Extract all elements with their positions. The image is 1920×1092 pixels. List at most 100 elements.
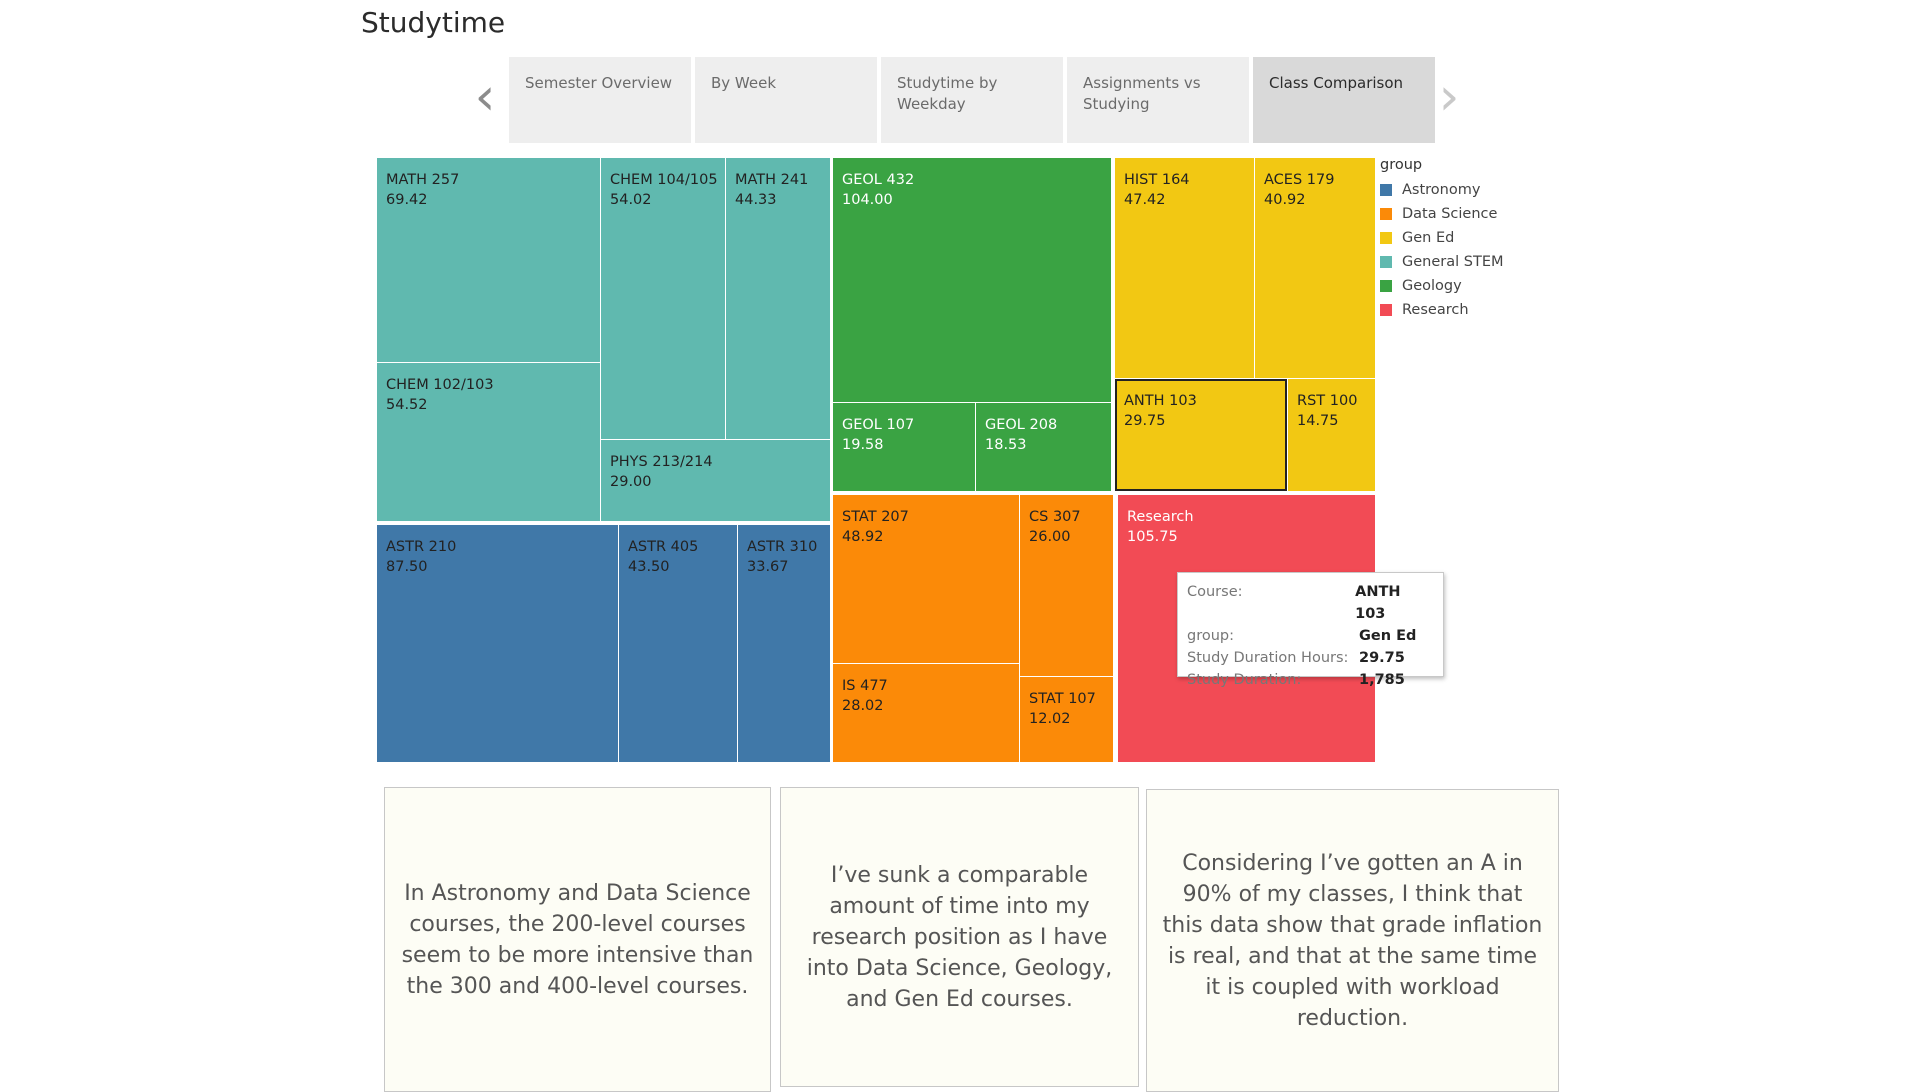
- legend-swatch: [1380, 232, 1392, 244]
- tile-value-label: 14.75: [1297, 413, 1339, 429]
- tooltip-key: group:: [1187, 628, 1234, 644]
- tile-course-label: ASTR 405: [628, 539, 699, 555]
- tile-value-label: 104.00: [842, 192, 893, 208]
- tile-course-label: GEOL 432: [842, 172, 915, 188]
- legend-label: Geology: [1402, 278, 1462, 294]
- tile-course-label: IS 477: [842, 678, 888, 694]
- legend-item[interactable]: Geology: [1380, 274, 1504, 298]
- tile-value-label: 105.75: [1127, 529, 1178, 545]
- legend-item[interactable]: Research: [1380, 298, 1504, 322]
- note-card-3: Considering I’ve gotten an A in 90% of m…: [1146, 789, 1559, 1092]
- legend-item[interactable]: General STEM: [1380, 250, 1504, 274]
- chevron-right-icon[interactable]: ›: [1438, 67, 1460, 127]
- tile-course-label: ANTH 103: [1124, 393, 1197, 409]
- legend-swatch: [1380, 256, 1392, 268]
- treemap-tile[interactable]: CHEM 102/103 54.52: [377, 363, 600, 521]
- tile-course-label: STAT 207: [842, 509, 909, 525]
- tile-course-label: CS 307: [1029, 509, 1081, 525]
- tile-course-label: GEOL 208: [985, 417, 1058, 433]
- tile-value-label: 29.00: [610, 474, 652, 490]
- tile-value-label: 29.75: [1124, 413, 1166, 429]
- legend-item[interactable]: Astronomy: [1380, 178, 1504, 202]
- legend-label: Data Science: [1402, 206, 1498, 222]
- tile-course-label: PHYS 213/214: [610, 454, 713, 470]
- tile-value-label: 26.00: [1029, 529, 1071, 545]
- tooltip-value: 29.75: [1359, 650, 1405, 666]
- tile-course-label: CHEM 102/103: [386, 377, 494, 393]
- tile-value-label: 48.92: [842, 529, 884, 545]
- tile-course-label: ACES 179: [1264, 172, 1335, 188]
- tooltip-value: ANTH 103: [1355, 584, 1401, 622]
- tile-course-label: HIST 164: [1124, 172, 1190, 188]
- tile-course-label: RST 100: [1297, 393, 1358, 409]
- tab-4[interactable]: Class Comparison: [1253, 57, 1435, 143]
- treemap-tile[interactable]: STAT 107 12.02: [1020, 677, 1113, 762]
- legend-item[interactable]: Gen Ed: [1380, 226, 1504, 250]
- treemap-tile[interactable]: RST 100 14.75: [1288, 379, 1375, 491]
- note-text: In Astronomy and Data Science courses, t…: [401, 880, 754, 999]
- tooltip-key: Study Duration Hours:: [1187, 650, 1349, 666]
- tooltip-row: group: Gen Ed: [1187, 625, 1434, 647]
- legend: group Astronomy Data Science Gen Ed General…: [1380, 157, 1504, 322]
- chevron-left-icon[interactable]: ‹: [474, 67, 496, 127]
- note-card-2: I’ve sunk a comparable amount of time in…: [780, 787, 1139, 1087]
- tile-value-label: 87.50: [386, 559, 428, 575]
- tile-value-label: 47.42: [1124, 192, 1166, 208]
- treemap-tile[interactable]: MATH 257 69.42: [377, 158, 600, 362]
- page-title: Studytime: [361, 6, 506, 39]
- tab-2[interactable]: Studytime by Weekday: [881, 57, 1063, 143]
- note-card-1: In Astronomy and Data Science courses, t…: [384, 787, 771, 1092]
- tooltip-row: Course: ANTH 103: [1187, 581, 1434, 625]
- tile-course-label: MATH 257: [386, 172, 460, 188]
- legend-swatch: [1380, 184, 1392, 196]
- tile-value-label: 12.02: [1029, 711, 1071, 727]
- legend-label: General STEM: [1402, 254, 1504, 270]
- tile-course-label: ASTR 210: [386, 539, 457, 555]
- treemap-tile[interactable]: CHEM 104/105 54.02: [601, 158, 725, 439]
- tab-3[interactable]: Assignments vs Studying: [1067, 57, 1249, 143]
- note-text: I’ve sunk a comparable amount of time in…: [806, 862, 1113, 1012]
- tooltip-value: Gen Ed: [1359, 628, 1417, 644]
- tile-value-label: 54.52: [386, 397, 428, 413]
- note-text: Considering I’ve gotten an A in 90% of m…: [1162, 850, 1543, 1031]
- legend-swatch: [1380, 208, 1392, 220]
- tab-1[interactable]: By Week: [695, 57, 877, 143]
- treemap-tile[interactable]: GEOL 208 18.53: [976, 403, 1111, 491]
- tile-value-label: 33.67: [747, 559, 789, 575]
- treemap-tile[interactable]: ASTR 310 33.67: [738, 525, 830, 762]
- treemap-tile[interactable]: PHYS 213/214 29.00: [601, 440, 830, 521]
- tooltip-key: Study Duration:: [1187, 672, 1302, 688]
- legend-label: Gen Ed: [1402, 230, 1455, 246]
- treemap-tile[interactable]: HIST 164 47.42: [1115, 158, 1254, 378]
- tile-course-label: Research: [1127, 509, 1194, 525]
- treemap-tile[interactable]: GEOL 432 104.00: [833, 158, 1111, 402]
- tooltip-row: Study Duration Hours: 29.75: [1187, 647, 1434, 669]
- tooltip-row: Study Duration: 1,785: [1187, 669, 1434, 691]
- tile-value-label: 19.58: [842, 437, 884, 453]
- legend-item[interactable]: Data Science: [1380, 202, 1504, 226]
- treemap-tile[interactable]: ASTR 210 87.50: [377, 525, 618, 762]
- legend-label: Astronomy: [1402, 182, 1481, 198]
- treemap-tile[interactable]: ANTH 103 29.75: [1115, 379, 1287, 491]
- tile-value-label: 69.42: [386, 192, 428, 208]
- tile-value-label: 18.53: [985, 437, 1027, 453]
- treemap-tile[interactable]: ACES 179 40.92: [1255, 158, 1375, 378]
- tile-course-label: ASTR 310: [747, 539, 818, 555]
- tile-value-label: 54.02: [610, 192, 652, 208]
- tile-value-label: 40.92: [1264, 192, 1306, 208]
- legend-swatch: [1380, 304, 1392, 316]
- tile-value-label: 44.33: [735, 192, 777, 208]
- treemap-tile[interactable]: IS 477 28.02: [833, 664, 1019, 762]
- tile-course-label: GEOL 107: [842, 417, 915, 433]
- treemap-tile[interactable]: ASTR 405 43.50: [619, 525, 737, 762]
- legend-label: Research: [1402, 302, 1469, 318]
- tile-course-label: MATH 241: [735, 172, 809, 188]
- treemap-tile[interactable]: STAT 207 48.92: [833, 495, 1019, 663]
- treemap-tile[interactable]: GEOL 107 19.58: [833, 403, 975, 491]
- tile-course-label: CHEM 104/105: [610, 172, 718, 188]
- legend-swatch: [1380, 280, 1392, 292]
- treemap-tile[interactable]: CS 307 26.00: [1020, 495, 1113, 676]
- tab-0[interactable]: Semester Overview: [509, 57, 691, 143]
- tooltip-value: 1,785: [1359, 672, 1405, 688]
- treemap-tile[interactable]: MATH 241 44.33: [726, 158, 830, 439]
